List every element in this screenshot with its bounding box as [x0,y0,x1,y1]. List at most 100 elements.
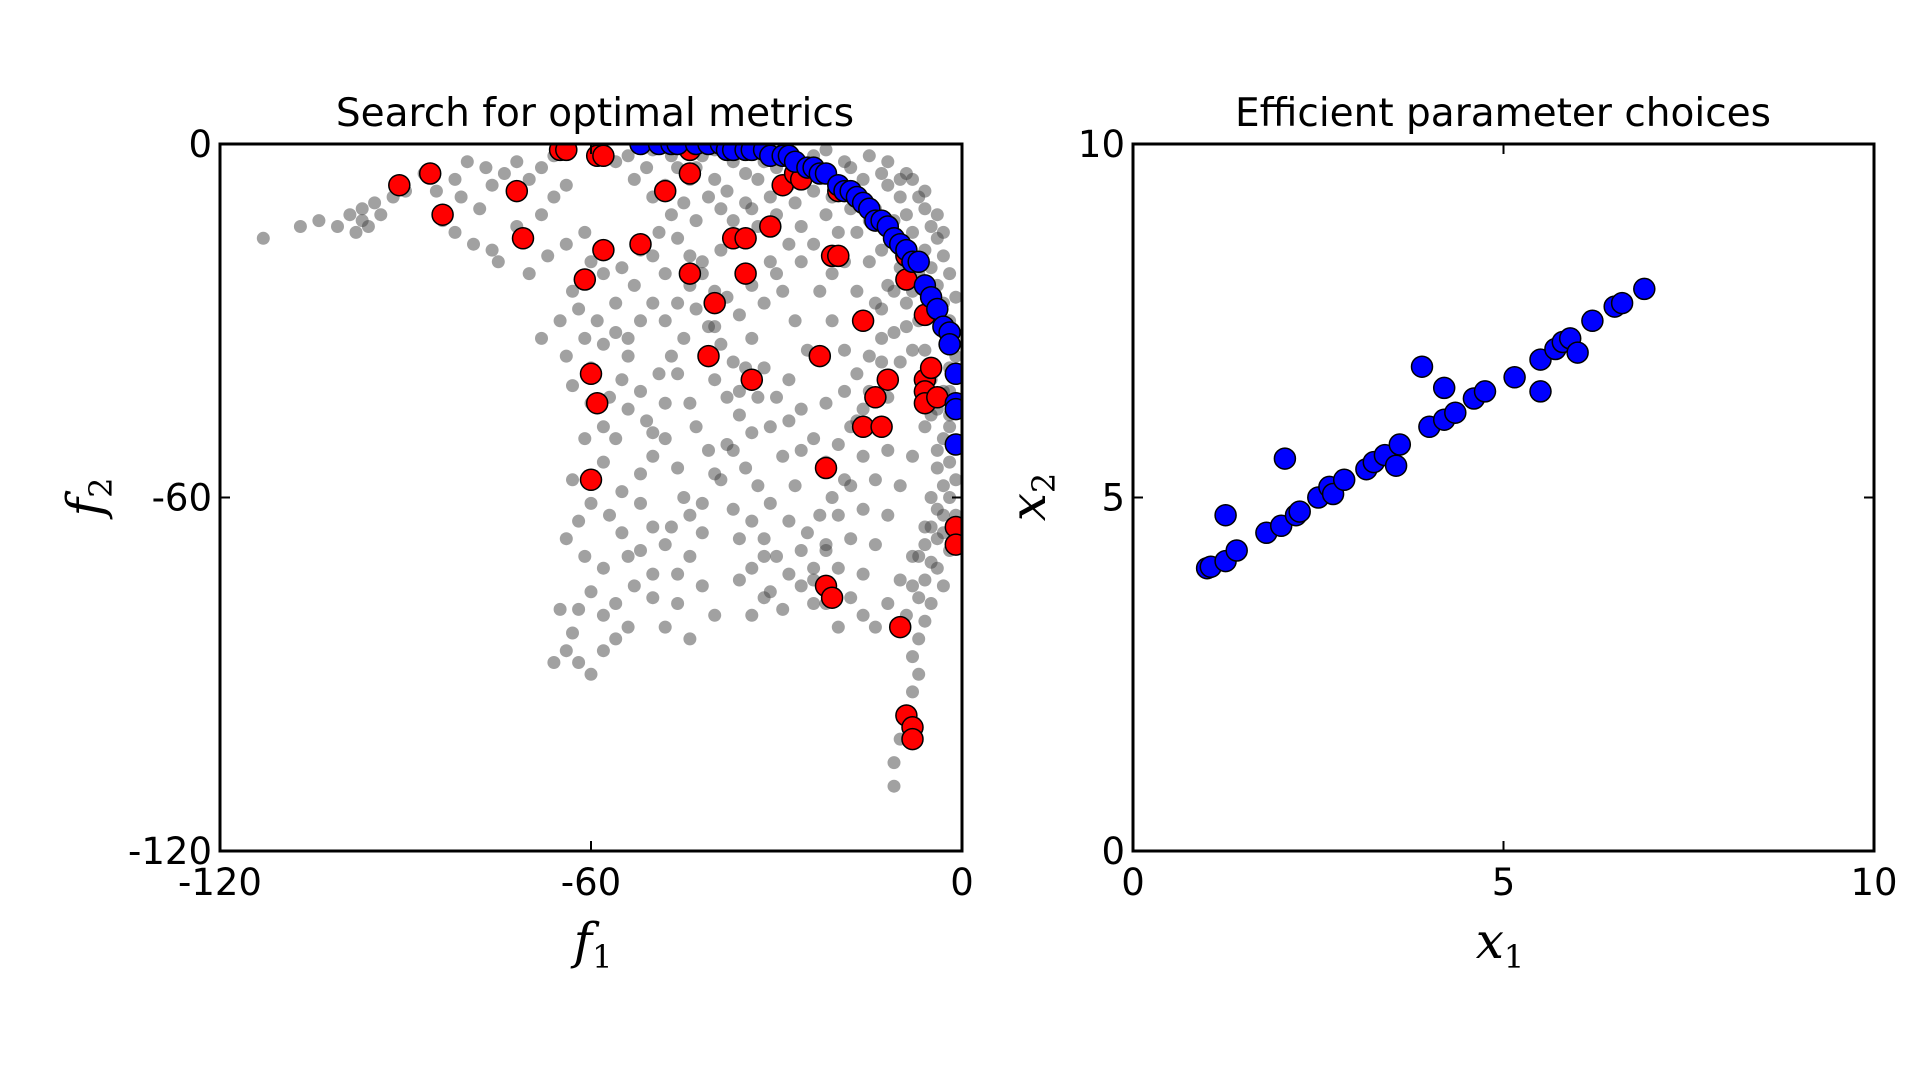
left-samples-point [794,443,808,457]
left-samples-point [763,420,777,434]
left-samples-point [936,249,950,263]
left-samples-point [763,255,777,269]
right-y-tick-label: 0 [1101,830,1125,873]
left-samples-point [646,426,660,440]
left-samples-point [559,644,573,658]
left-samples-point [782,514,796,528]
left-samples-point [776,284,790,298]
left-samples-point [596,337,610,351]
left-samples-point [658,538,672,552]
left-samples-point [838,155,851,169]
left-samples-point [887,779,901,793]
left-samples-point [695,579,709,593]
left-samples-point [714,337,728,351]
left-samples-point [664,208,678,222]
left-samples-point [943,491,957,504]
left-plot-area [256,144,962,793]
left-samples-point [850,225,864,239]
right-points-point [1410,355,1434,378]
left-samples-point [943,455,957,469]
left-samples-point [794,255,808,269]
left-samples-point [887,284,901,298]
left-samples-point [497,167,511,180]
left-samples-point [596,608,610,622]
left-samples-point [634,496,647,510]
left-samples-point [491,255,505,269]
left-samples-point [856,449,870,463]
left-samples-point [584,255,598,269]
left-samples-point [732,308,746,322]
left-samples-point [578,225,592,239]
left-samples-point [646,567,660,581]
left-samples-point [807,237,821,251]
left-samples-point [621,402,635,416]
left-selected-point [820,586,844,609]
left-samples-point [646,449,660,463]
left-samples-point [671,296,685,310]
left-selected-point [678,162,702,185]
left-samples-point [776,449,790,463]
left-samples-point [763,190,777,204]
left-samples-point [862,255,876,269]
left-selected-point [573,268,597,291]
left-samples-point [658,620,672,634]
left-samples-point [621,620,635,634]
left-samples-point [844,479,858,493]
left-selected-point [585,391,609,415]
left-selected-point [888,615,912,639]
left-pareto-point [944,362,962,386]
left-samples-point [887,326,901,339]
left-samples-point [819,538,833,552]
left-samples-point [535,208,548,222]
left-selected-point [703,291,726,315]
left-samples-point [745,202,759,216]
left-samples-point [714,243,728,257]
left-selected-point [697,344,720,368]
left-selected-point [511,227,535,250]
left-samples-point [615,373,629,387]
left-samples-point [949,290,962,304]
left-samples-point [782,237,796,251]
left-samples-point [906,579,919,593]
right-points-point [1288,500,1311,523]
left-samples-point [634,314,647,328]
left-samples-point [757,296,771,310]
left-samples-point [881,178,895,192]
left-samples-point [312,214,326,228]
left-samples-point [751,172,765,186]
left-samples-point [559,532,573,546]
left-samples-point [448,225,462,239]
left-selected-point [678,262,702,285]
left-samples-point [831,508,845,522]
left-samples-point [912,632,926,646]
left-samples-point [807,184,821,198]
left-samples-point [578,549,592,563]
left-samples-point [343,208,357,222]
left-samples-point [609,632,623,646]
left-samples-point [831,438,845,451]
left-samples-point [640,161,654,175]
right-points-point [1273,447,1297,470]
left-selected-point [944,533,962,556]
left-samples-point [800,526,814,540]
left-samples-point [770,267,783,281]
right-x-tick-label: 5 [1492,861,1516,904]
left-samples-point [868,620,882,634]
left-samples-point [646,296,660,310]
left-samples-point [355,202,369,216]
left-samples-point [770,549,783,563]
left-samples-point [596,455,610,469]
left-samples-point [454,190,468,204]
left-samples-point [936,479,950,493]
left-samples-point [460,155,474,169]
left-samples-point [596,561,610,575]
left-samples-point [906,172,919,186]
left-samples-point [566,379,579,393]
left-samples-point [825,267,839,281]
left-samples-point [541,249,555,263]
left-samples-point [757,591,771,605]
left-samples-point [621,331,635,345]
left-selected-point [740,368,764,391]
left-selected-point [814,456,838,480]
left-samples-point [683,632,697,646]
